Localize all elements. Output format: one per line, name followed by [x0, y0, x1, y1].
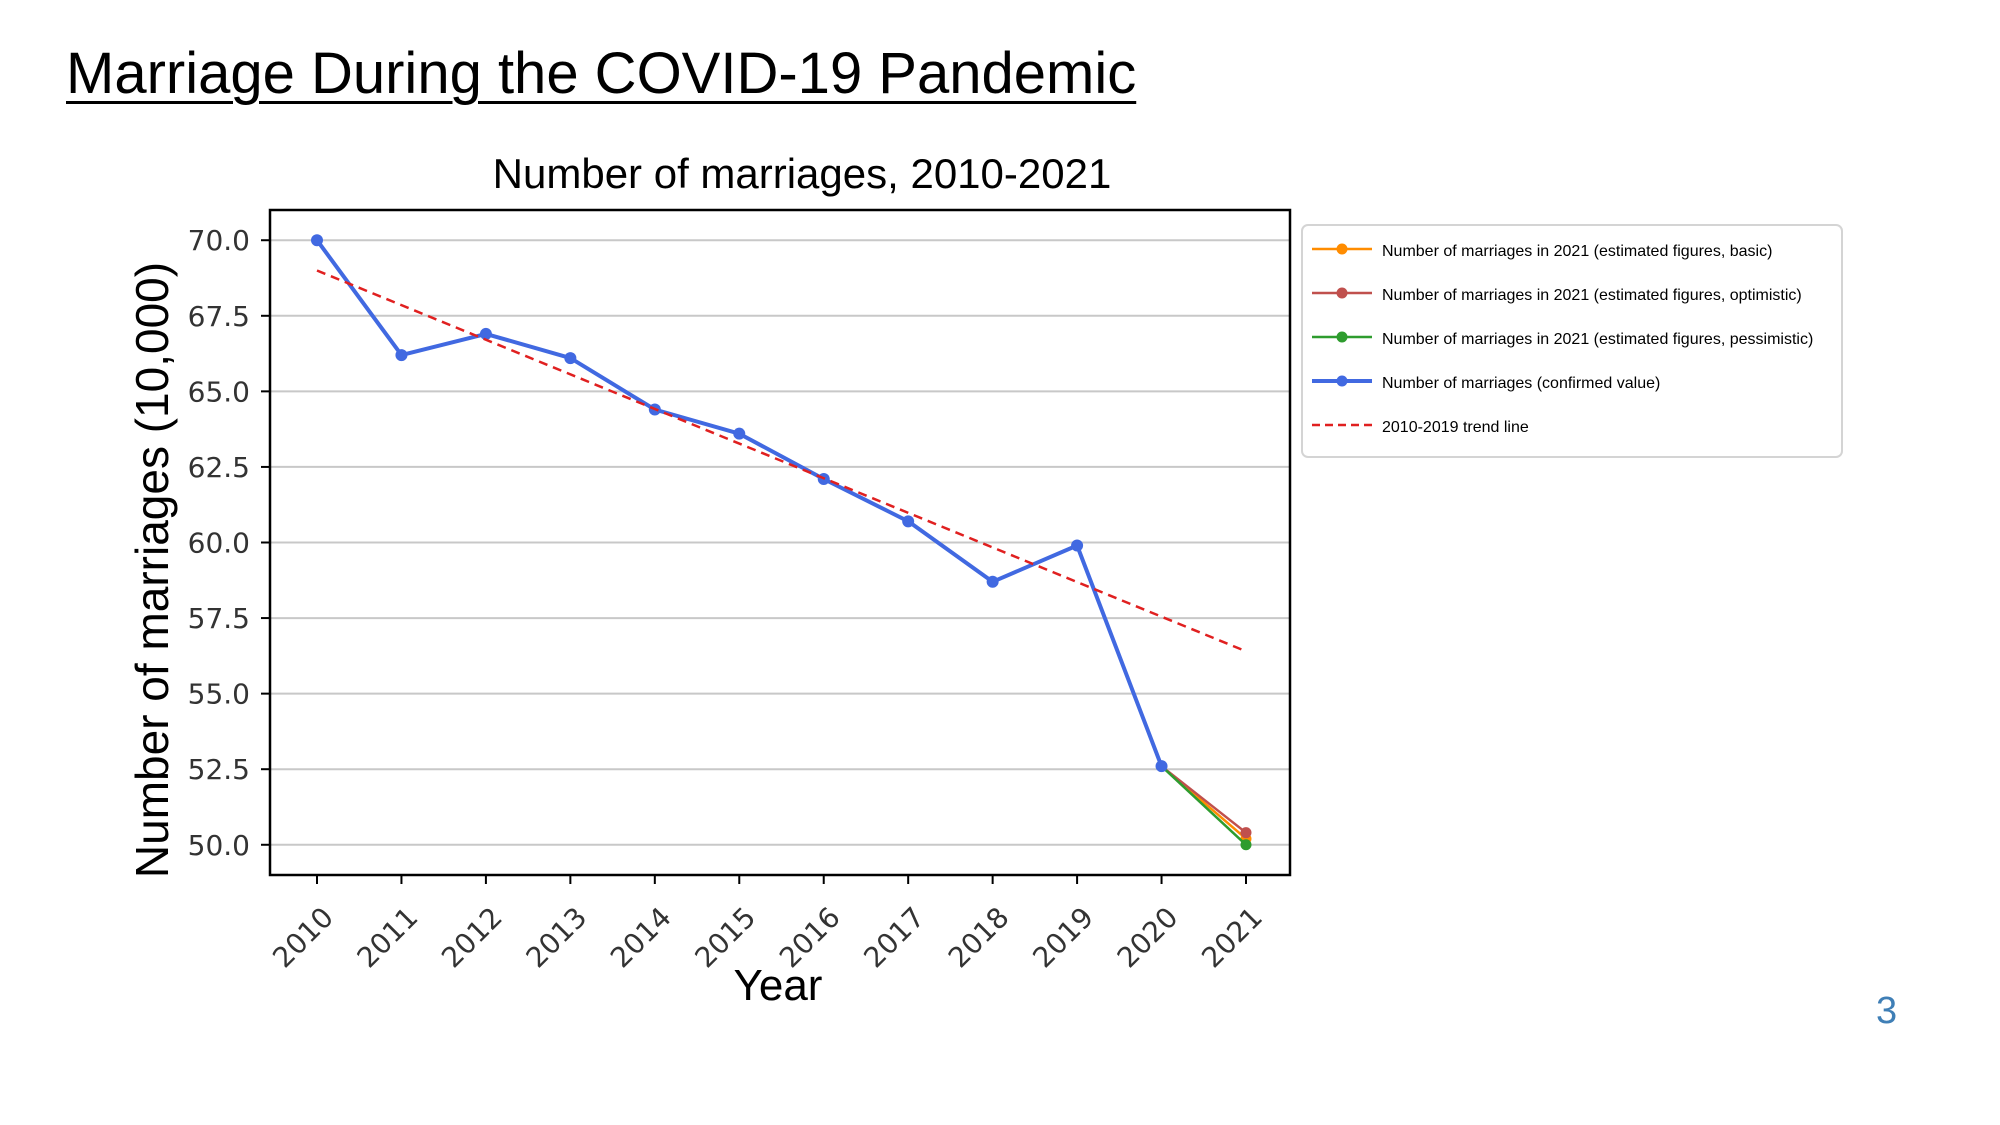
legend-entry: Number of marriages (confirmed value): [1312, 375, 1660, 392]
legend-entry: Number of marriages in 2021 (estimated f…: [1312, 331, 1813, 348]
y-tick-label: 52.5: [188, 753, 250, 786]
trend-line: [316, 269, 1247, 653]
legend-box: [1301, 224, 1843, 458]
legend-entry: Number of marriages in 2021 (estimated f…: [1312, 287, 1802, 304]
y-axis-label: Number of marriages (10,000): [126, 262, 178, 878]
y-tick-label: 50.0: [188, 829, 250, 862]
confirmed-data-point: [1155, 760, 1168, 773]
legend-label: 2010-2019 trend line: [1382, 419, 1529, 436]
pessimistic-data-point: [1240, 839, 1252, 851]
legend-marker: [1336, 243, 1348, 255]
x-axis-label: Year: [734, 961, 823, 1010]
x-tick-label: 2020: [1111, 901, 1185, 975]
optimistic-data-point: [1240, 827, 1252, 839]
confirmed-data-point: [311, 234, 323, 247]
legend-label: Number of marriages (confirmed value): [1382, 375, 1660, 392]
confirmed-data-point: [986, 575, 999, 588]
chart-title: Number of marriages, 2010-2021: [493, 150, 1112, 197]
legend-marker: [1336, 287, 1348, 299]
confirmed-data-point: [733, 427, 746, 440]
legend-entry: 2010-2019 trend line: [1312, 419, 1529, 436]
x-tick-label: 2010: [266, 901, 340, 975]
gridlines: [270, 239, 1290, 846]
x-tick-label: 2021: [1195, 901, 1269, 975]
legend-label: Number of marriages in 2021 (estimated f…: [1382, 331, 1813, 348]
x-tick-label: 2018: [942, 901, 1016, 975]
x-tick-label: 2011: [351, 901, 425, 975]
y-tick-label: 65.0: [188, 375, 250, 408]
axes: 50.0 52.5 55.0 57.5 60.0 62.5 65.0 67.5 70.0 2010…: [188, 208, 1292, 975]
legend: Number of marriages in 2021 (estimated f…: [1301, 224, 1843, 458]
slide-title: Marriage During the COVID-19 Pandemic: [66, 41, 1137, 106]
legend-entry: Number of marriages in 2021 (estimated f…: [1312, 243, 1772, 260]
x-tick-label: 2014: [604, 901, 678, 975]
confirmed-data-point: [902, 515, 915, 528]
legend-label: Number of marriages in 2021 (estimated f…: [1382, 243, 1772, 260]
optimistic-series-line: [1160, 765, 1247, 834]
confirmed-data-point: [479, 327, 492, 340]
y-tick-label: 55.0: [188, 678, 250, 711]
x-tick-label: 2019: [1026, 901, 1100, 975]
legend-label: Number of marriages in 2021 (estimated f…: [1382, 287, 1802, 304]
series-layer: [311, 234, 1252, 851]
confirmed-data-point: [395, 349, 408, 362]
y-tick-label: 62.5: [188, 451, 250, 484]
x-tick-label: 2012: [435, 901, 509, 975]
y-tick-label: 67.5: [188, 300, 250, 333]
y-tick-label: 60.0: [188, 527, 250, 560]
confirmed-data-point: [564, 352, 577, 365]
x-tick-label: 2013: [520, 901, 594, 975]
plot-frame: [268, 208, 1292, 877]
legend-marker: [1336, 375, 1348, 387]
y-tick-label: 57.5: [188, 602, 250, 635]
pessimistic-series-line: [1160, 765, 1247, 846]
legend-marker: [1336, 331, 1348, 343]
y-tick-label: 70.0: [188, 224, 250, 257]
page-number: 3: [1876, 990, 1898, 1032]
x-tick-label: 2017: [857, 901, 931, 975]
confirmed-data-point: [1071, 539, 1084, 552]
confirmed-series-line: [315, 239, 1164, 767]
